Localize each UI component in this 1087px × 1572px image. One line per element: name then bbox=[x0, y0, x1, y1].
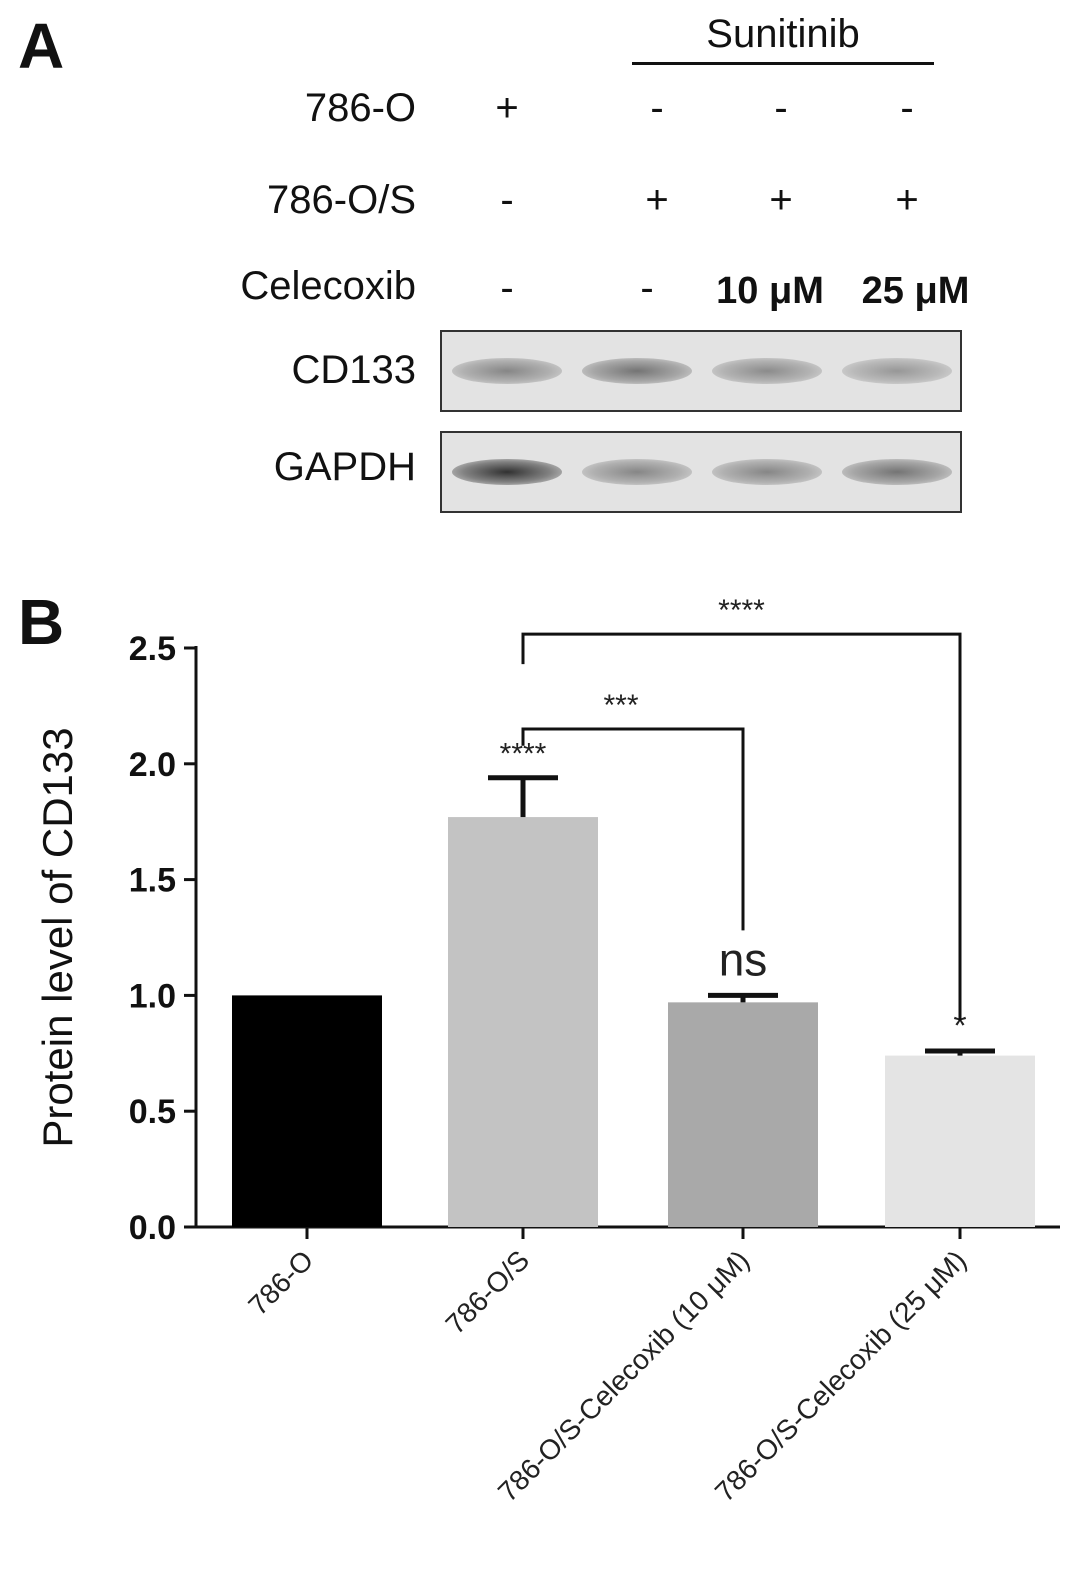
y-tick-label: 2.5 bbox=[129, 630, 176, 668]
blot-cd133 bbox=[440, 330, 962, 412]
x-tick-label: 786-O bbox=[242, 1244, 319, 1321]
x-tick-label: 786-O/S-Celecoxib (25 μM) bbox=[709, 1244, 972, 1507]
x-tick-label: 786-O/S-Celecoxib (10 μM) bbox=[492, 1244, 755, 1507]
row-celecoxib-lane-2: - bbox=[640, 266, 654, 310]
row-celecoxib-lane-3: 10 μM bbox=[716, 270, 824, 312]
bar bbox=[668, 1002, 818, 1227]
bar bbox=[448, 817, 598, 1227]
row-label-786-o: 786-O bbox=[304, 86, 416, 130]
blot-band bbox=[712, 358, 822, 384]
bar bbox=[232, 995, 382, 1227]
blot-band bbox=[582, 459, 692, 485]
significance-label: * bbox=[953, 1007, 966, 1045]
row-786-o-lane-1: + bbox=[495, 86, 519, 130]
row-celecoxib-lane-1: - bbox=[500, 266, 514, 310]
y-tick-label: 0.5 bbox=[129, 1093, 176, 1131]
comparison-label: *** bbox=[603, 689, 638, 722]
comparison-bracket bbox=[521, 727, 745, 931]
blot-band bbox=[842, 459, 952, 485]
y-tick-label: 1.0 bbox=[129, 977, 176, 1015]
row-celecoxib-lane-4: 25 μM bbox=[861, 270, 970, 312]
blot-band bbox=[842, 358, 952, 384]
y-tick-label: 1.5 bbox=[129, 862, 176, 900]
bar bbox=[885, 1055, 1035, 1227]
x-tick-label: 786-O/S bbox=[440, 1244, 536, 1340]
row-label-786-o-s: 786-O/S bbox=[267, 178, 416, 222]
y-axis-label: Protein level of CD133 bbox=[34, 727, 81, 1147]
row-786-o-lane-2: - bbox=[650, 86, 664, 130]
blot-label-cd133: CD133 bbox=[291, 348, 416, 392]
blot-band bbox=[452, 358, 562, 384]
panel-b-letter: B bbox=[18, 586, 65, 658]
significance-label: ns bbox=[719, 933, 768, 985]
panel-a-letter: A bbox=[18, 10, 65, 82]
blot-band bbox=[712, 459, 822, 485]
row-786-o-s-lane-2: + bbox=[645, 178, 669, 222]
sunitinib-bracket-line bbox=[632, 62, 934, 65]
row-786-o-s-lane-3: + bbox=[769, 178, 793, 222]
y-tick-label: 0.0 bbox=[129, 1209, 176, 1247]
blot-label-gapdh: GAPDH bbox=[273, 445, 416, 489]
comparison-label: **** bbox=[718, 594, 765, 627]
blot-band bbox=[582, 358, 692, 384]
y-tick-label: 2.0 bbox=[129, 746, 176, 784]
blot-gapdh bbox=[440, 431, 962, 513]
row-786-o-lane-4: - bbox=[900, 86, 914, 130]
blot-band bbox=[452, 459, 562, 485]
row-786-o-s-lane-4: + bbox=[895, 178, 919, 222]
row-786-o-s-lane-1: - bbox=[500, 178, 514, 222]
row-786-o-lane-3: - bbox=[774, 86, 788, 130]
comparison-bracket bbox=[521, 632, 962, 1021]
row-label-celecoxib: Celecoxib bbox=[240, 264, 416, 308]
sunitinib-header: Sunitinib bbox=[706, 12, 860, 56]
